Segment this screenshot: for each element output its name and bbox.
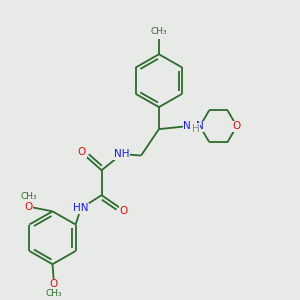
Text: CH₃: CH₃ [151,27,167,36]
Text: CH₃: CH₃ [46,290,62,298]
Text: CH₃: CH₃ [20,192,37,201]
Text: O: O [233,121,241,131]
Text: O: O [78,147,86,157]
Text: O: O [25,202,33,212]
Text: N: N [183,121,191,131]
Text: N: N [196,121,204,131]
Text: O: O [50,279,58,289]
Text: O: O [120,206,128,216]
Text: NH: NH [114,149,130,159]
Text: H: H [192,124,199,134]
Text: HN: HN [73,203,88,213]
